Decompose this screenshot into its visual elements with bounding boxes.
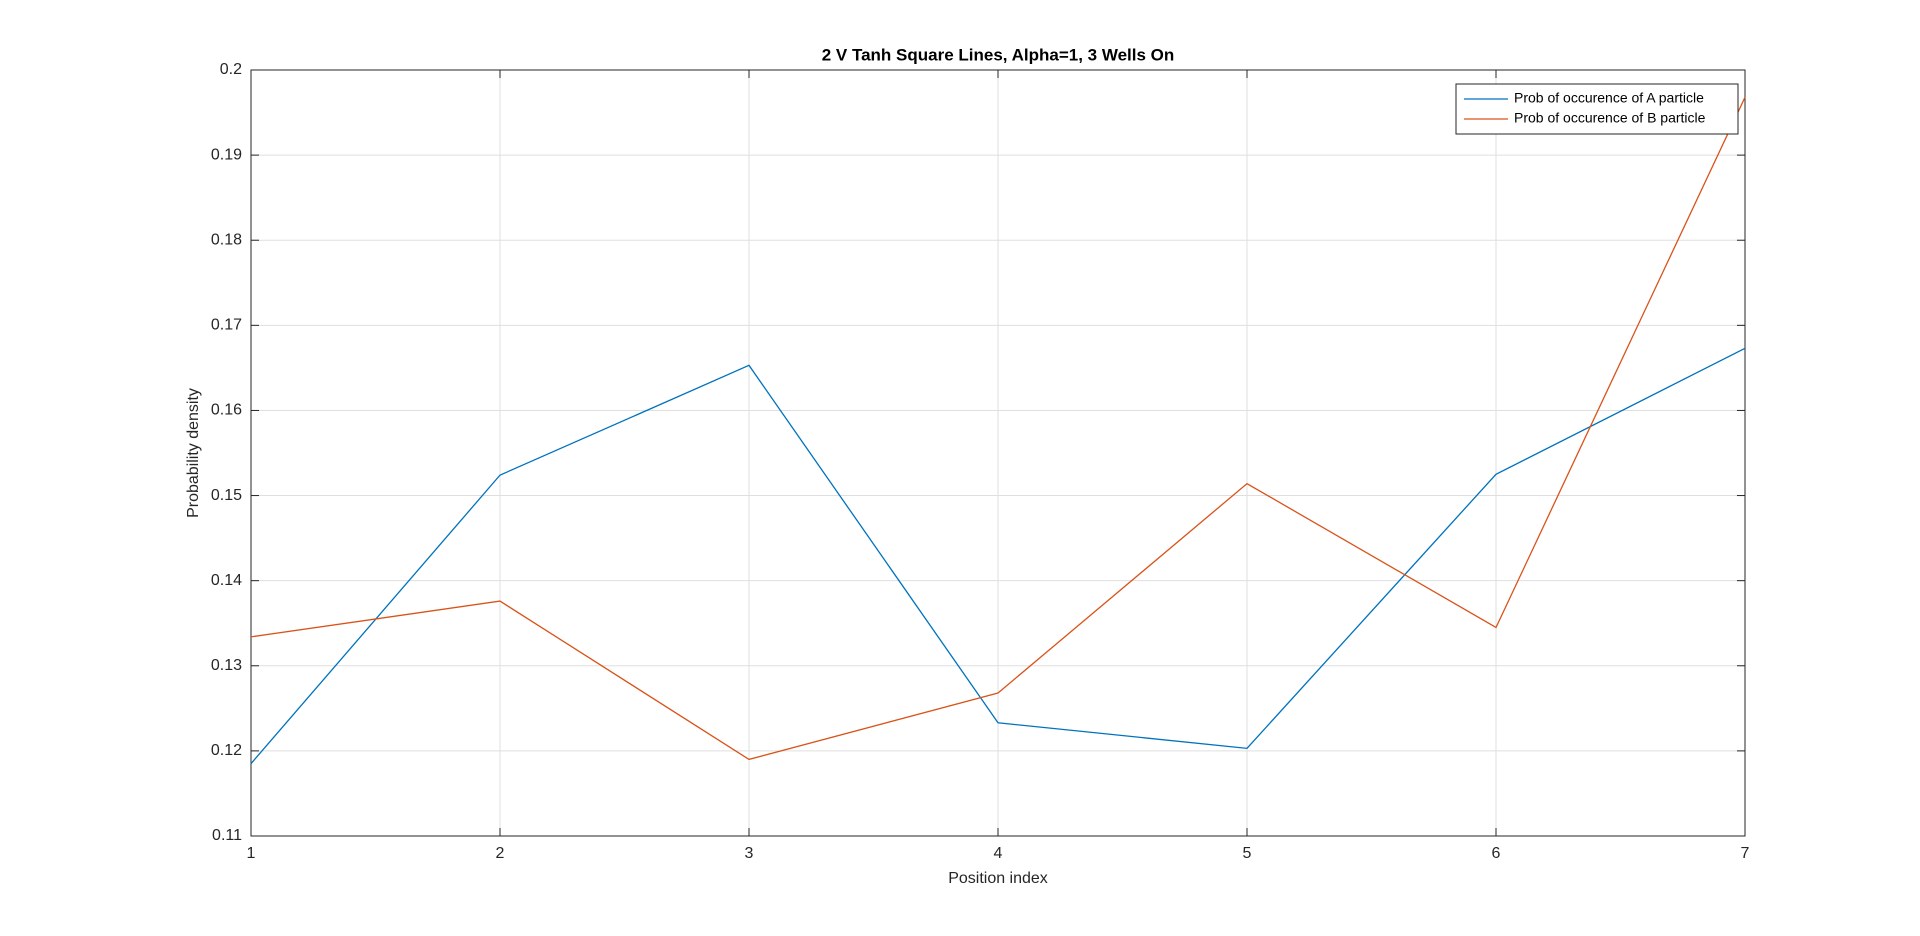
y-tick-label: 0.2: [220, 61, 242, 78]
y-tick-label: 0.17: [211, 317, 242, 334]
x-tick-label: 3: [745, 845, 754, 862]
y-tick-label: 0.11: [212, 827, 242, 844]
x-tick-label: 1: [247, 845, 256, 862]
x-tick-label: 5: [1243, 845, 1252, 862]
chart-title: 2 V Tanh Square Lines, Alpha=1, 3 Wells …: [822, 45, 1175, 64]
y-tick-label: 0.18: [211, 231, 242, 248]
y-tick-label: 0.12: [211, 742, 242, 759]
data-line: [250, 347, 1746, 765]
legend-label: Prob of occurence of A particle: [1514, 90, 1704, 106]
y-tick-label: 0.14: [211, 572, 242, 589]
data-line: [250, 96, 1746, 761]
y-tick-label: 0.16: [211, 402, 242, 419]
y-tick-label: 0.15: [211, 487, 242, 504]
x-tick-label: 2: [496, 845, 505, 862]
plot-frame: [250, 69, 1746, 837]
x-tick-label: 4: [994, 845, 1003, 862]
x-tick-label: 7: [1741, 845, 1750, 862]
y-axis-label: Probability density: [185, 388, 202, 518]
legend-label: Prob of occurence of B particle: [1514, 110, 1706, 126]
x-tick-label: 6: [1492, 845, 1501, 862]
x-axis-label: Position index: [948, 870, 1048, 887]
y-tick-label: 0.19: [211, 146, 242, 163]
legend-box: [1455, 83, 1739, 135]
y-tick-label: 0.13: [211, 657, 242, 674]
